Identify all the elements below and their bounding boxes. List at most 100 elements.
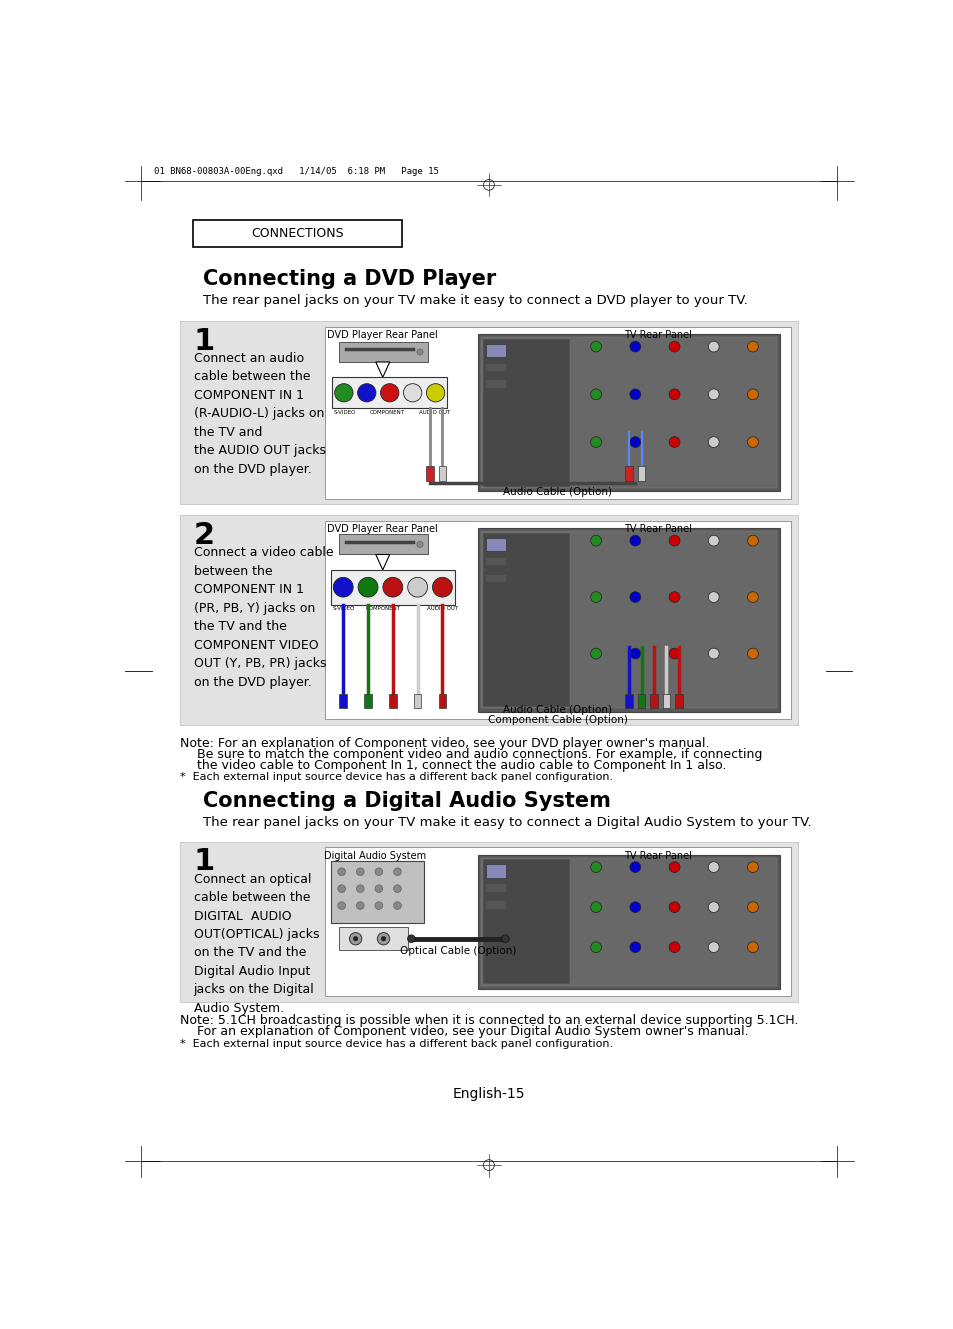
- Text: 1: 1: [193, 327, 214, 356]
- Text: Note: 5.1CH broadcasting is possible when it is connected to an external device : Note: 5.1CH broadcasting is possible whe…: [179, 1014, 798, 1027]
- Text: DVD Player Rear Panel: DVD Player Rear Panel: [327, 525, 437, 534]
- Text: Component Cable (Option): Component Cable (Option): [487, 715, 627, 724]
- Text: CONNECTIONS: CONNECTIONS: [251, 227, 343, 241]
- Text: *  Each external input source device has a different back panel configuration.: * Each external input source device has …: [179, 772, 612, 783]
- Circle shape: [668, 591, 679, 602]
- Circle shape: [747, 389, 758, 400]
- Circle shape: [407, 934, 415, 942]
- Text: For an explanation of Component video, see your Digital Audio System owner's man: For an explanation of Component video, s…: [196, 1025, 747, 1038]
- Circle shape: [380, 384, 398, 401]
- Circle shape: [377, 933, 390, 945]
- Circle shape: [357, 577, 377, 597]
- FancyBboxPatch shape: [482, 533, 570, 707]
- Circle shape: [590, 389, 601, 400]
- Circle shape: [501, 934, 509, 942]
- FancyBboxPatch shape: [324, 327, 790, 500]
- Text: TV Rear Panel: TV Rear Panel: [623, 851, 691, 861]
- Text: Audio Cable (Option): Audio Cable (Option): [503, 704, 612, 715]
- Circle shape: [629, 591, 640, 602]
- Circle shape: [356, 885, 364, 893]
- Circle shape: [629, 437, 640, 448]
- Circle shape: [407, 577, 427, 597]
- Circle shape: [337, 868, 345, 876]
- FancyBboxPatch shape: [179, 322, 798, 505]
- FancyBboxPatch shape: [485, 574, 505, 582]
- FancyBboxPatch shape: [414, 694, 421, 708]
- Circle shape: [747, 902, 758, 913]
- FancyBboxPatch shape: [637, 694, 645, 708]
- FancyBboxPatch shape: [482, 860, 570, 985]
- FancyBboxPatch shape: [426, 466, 434, 481]
- Circle shape: [394, 868, 401, 876]
- Circle shape: [707, 942, 719, 953]
- Circle shape: [353, 937, 357, 941]
- Circle shape: [357, 384, 375, 401]
- Circle shape: [416, 541, 422, 548]
- Circle shape: [590, 591, 601, 602]
- Circle shape: [590, 942, 601, 953]
- Polygon shape: [375, 361, 390, 377]
- Circle shape: [707, 861, 719, 873]
- Circle shape: [707, 902, 719, 913]
- Circle shape: [629, 942, 640, 953]
- Text: 2: 2: [193, 521, 214, 550]
- FancyBboxPatch shape: [480, 338, 777, 488]
- FancyBboxPatch shape: [649, 694, 658, 708]
- Circle shape: [590, 902, 601, 913]
- Text: Audio Cable (Option): Audio Cable (Option): [503, 486, 612, 497]
- Circle shape: [590, 536, 601, 546]
- FancyBboxPatch shape: [332, 377, 447, 408]
- Circle shape: [333, 577, 353, 597]
- Circle shape: [416, 350, 422, 355]
- FancyBboxPatch shape: [485, 558, 505, 565]
- FancyBboxPatch shape: [485, 901, 505, 909]
- Circle shape: [590, 342, 601, 352]
- FancyBboxPatch shape: [477, 529, 780, 711]
- Circle shape: [403, 384, 421, 401]
- FancyBboxPatch shape: [179, 841, 798, 1002]
- Text: English-15: English-15: [453, 1087, 524, 1102]
- Text: Be sure to match the component video and audio connections. For example, if conn: Be sure to match the component video and…: [196, 748, 761, 760]
- Polygon shape: [375, 554, 390, 570]
- Text: Digital Audio System: Digital Audio System: [324, 851, 426, 861]
- Circle shape: [629, 902, 640, 913]
- FancyBboxPatch shape: [438, 466, 446, 481]
- Circle shape: [375, 885, 382, 893]
- Circle shape: [349, 933, 361, 945]
- FancyBboxPatch shape: [480, 859, 777, 986]
- FancyBboxPatch shape: [344, 541, 415, 544]
- FancyBboxPatch shape: [661, 694, 670, 708]
- Circle shape: [629, 342, 640, 352]
- FancyBboxPatch shape: [338, 534, 427, 554]
- Text: Connecting a DVD Player: Connecting a DVD Player: [203, 268, 496, 288]
- Text: The rear panel jacks on your TV make it easy to connect a Digital Audio System t: The rear panel jacks on your TV make it …: [203, 816, 811, 828]
- Text: AUDIO OUT: AUDIO OUT: [427, 606, 457, 611]
- Text: TV Rear Panel: TV Rear Panel: [623, 525, 691, 534]
- FancyBboxPatch shape: [480, 532, 777, 708]
- Circle shape: [590, 649, 601, 659]
- Text: S-VIDEO: S-VIDEO: [332, 606, 355, 611]
- Circle shape: [432, 577, 452, 597]
- Circle shape: [629, 536, 640, 546]
- FancyBboxPatch shape: [637, 466, 645, 481]
- Circle shape: [337, 885, 345, 893]
- Circle shape: [668, 437, 679, 448]
- Circle shape: [747, 536, 758, 546]
- FancyBboxPatch shape: [482, 339, 570, 486]
- Circle shape: [629, 861, 640, 873]
- FancyBboxPatch shape: [477, 855, 780, 989]
- FancyBboxPatch shape: [324, 847, 790, 997]
- Circle shape: [590, 861, 601, 873]
- Circle shape: [747, 591, 758, 602]
- FancyBboxPatch shape: [624, 466, 633, 481]
- Text: Optical Cable (Option): Optical Cable (Option): [399, 946, 516, 956]
- FancyBboxPatch shape: [674, 694, 682, 708]
- FancyBboxPatch shape: [331, 570, 455, 605]
- Text: *  Each external input source device has a different back panel configuration.: * Each external input source device has …: [179, 1039, 612, 1049]
- Text: Connecting a Digital Audio System: Connecting a Digital Audio System: [203, 791, 610, 811]
- FancyBboxPatch shape: [485, 343, 505, 358]
- Text: TV Rear Panel: TV Rear Panel: [623, 331, 691, 340]
- Circle shape: [394, 885, 401, 893]
- Circle shape: [707, 649, 719, 659]
- FancyBboxPatch shape: [485, 380, 505, 388]
